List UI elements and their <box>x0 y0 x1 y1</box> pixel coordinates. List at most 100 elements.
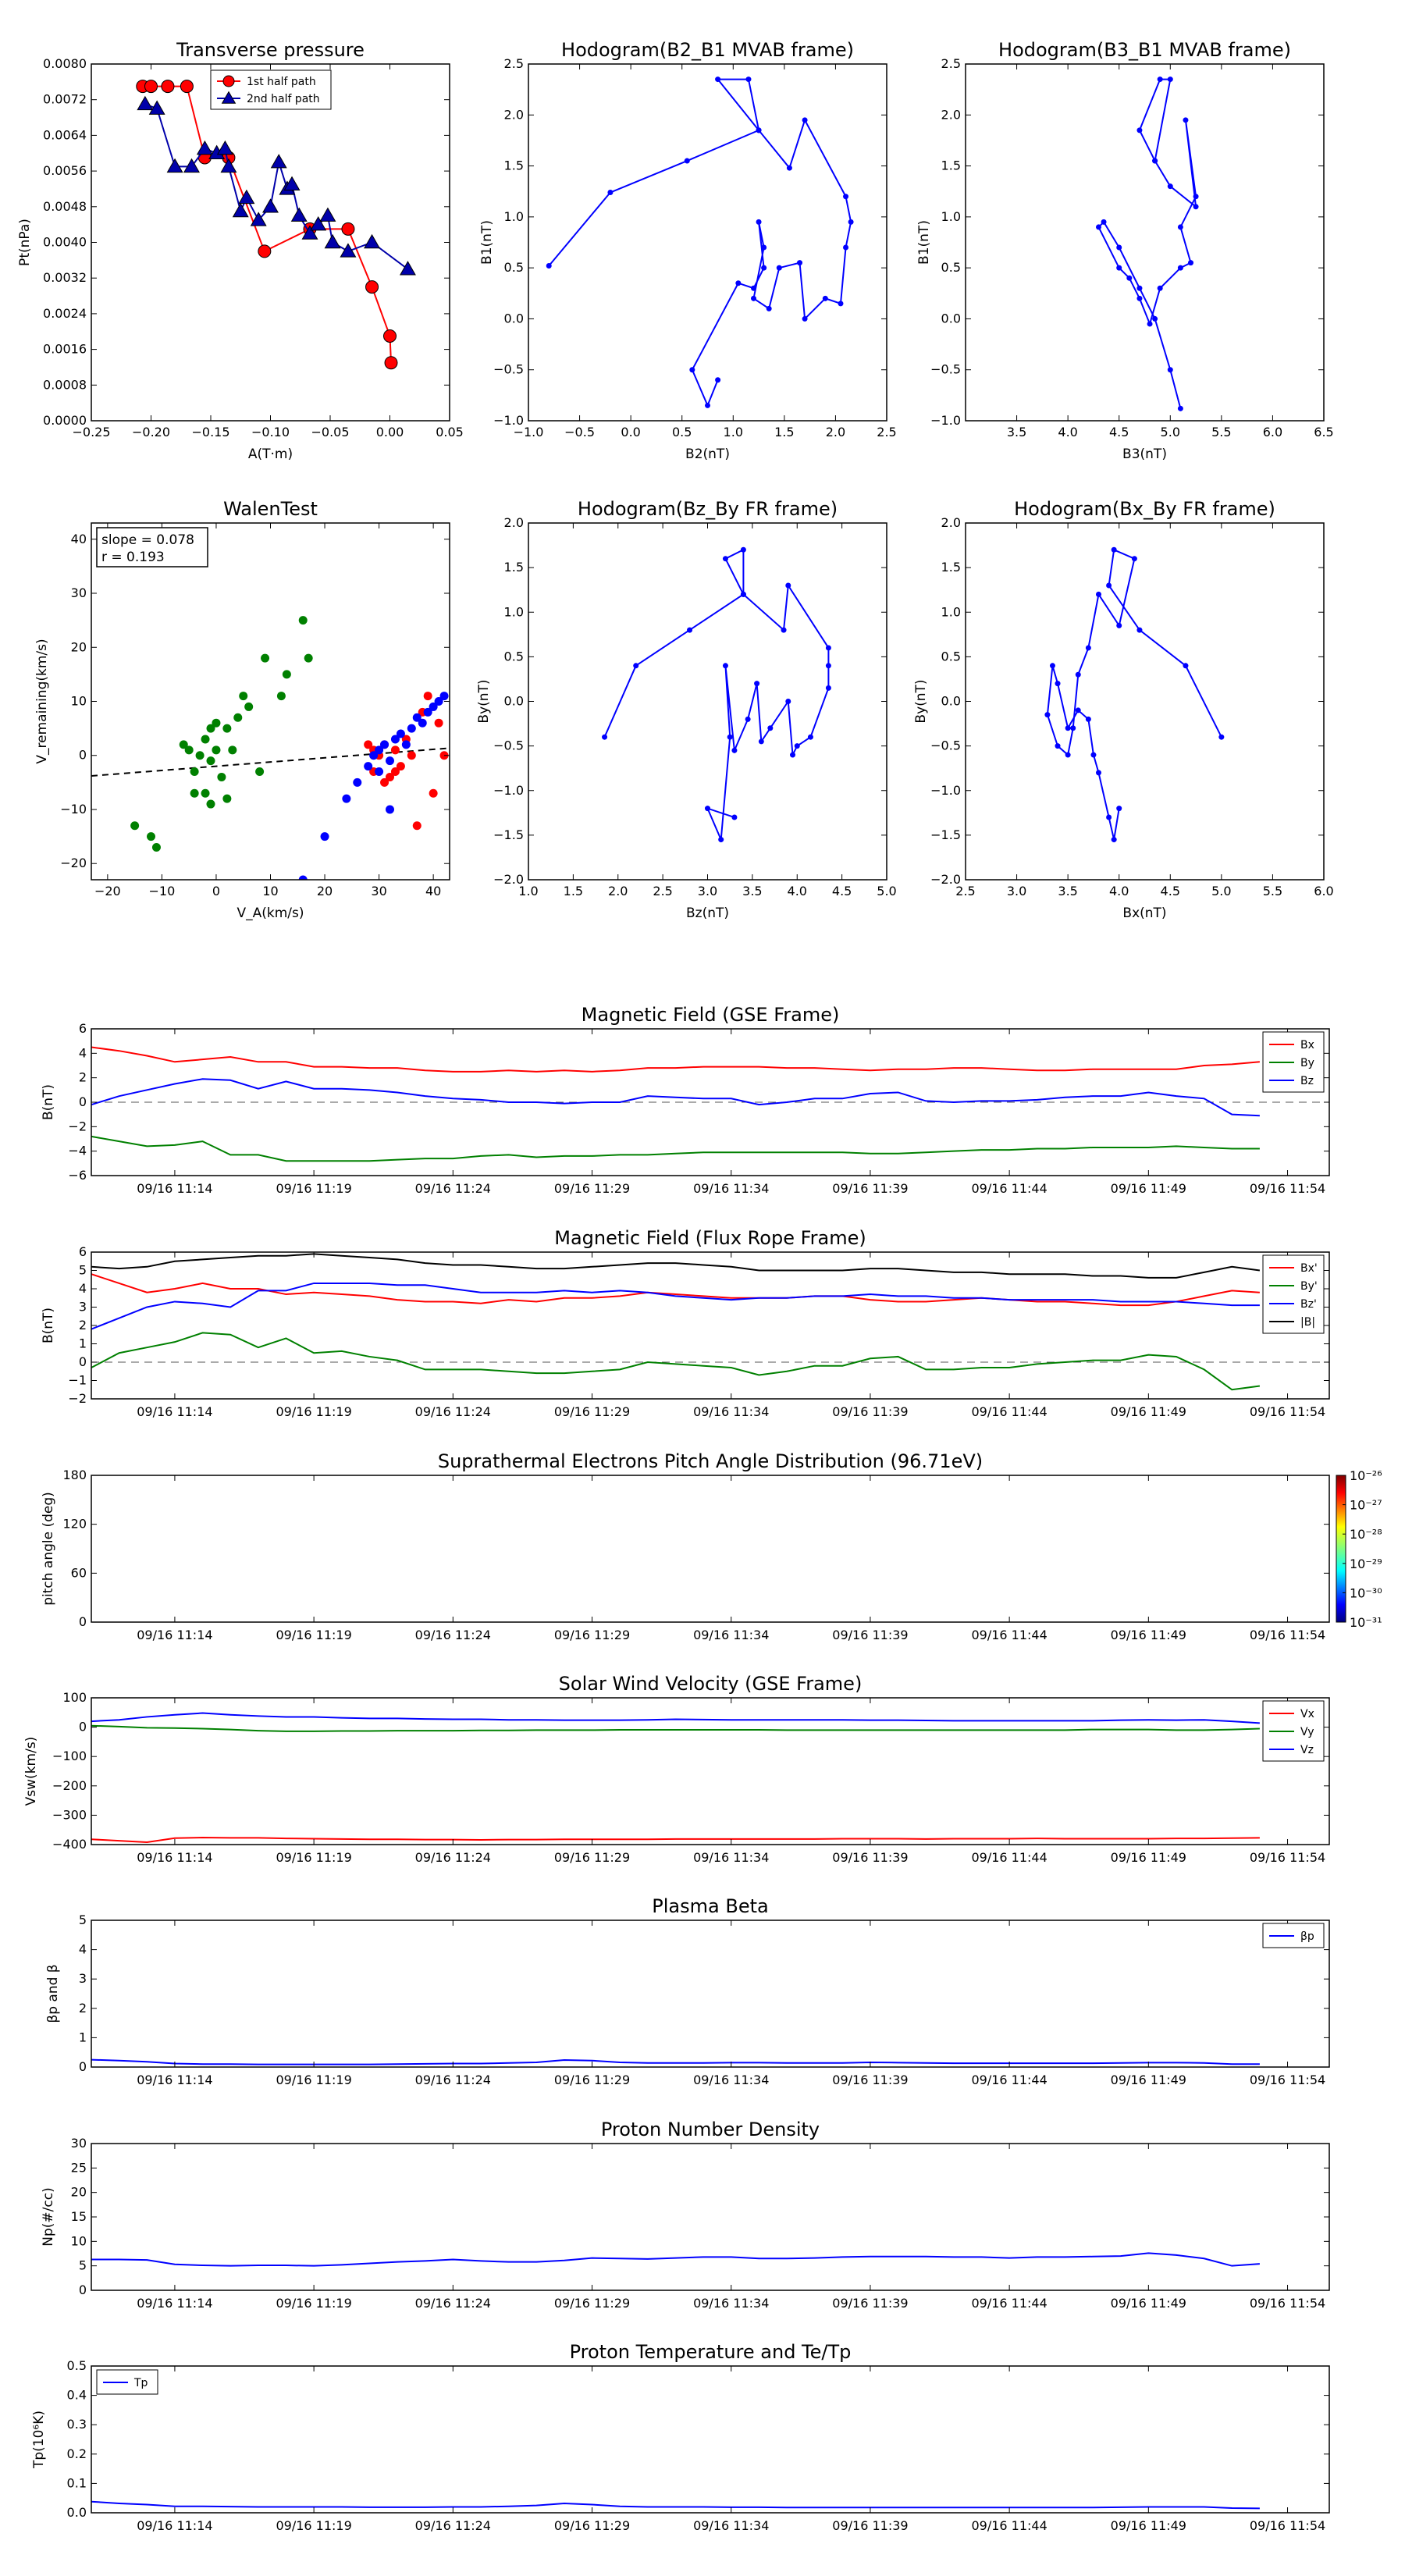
hodogram-b3-b1-chart-ytick-label: 1.0 <box>941 209 961 224</box>
hodogram-bz-by-chart-ytick-label: 0.0 <box>504 694 524 709</box>
hodogram-b3-b1-chart-point <box>1126 275 1133 281</box>
vsw-panel-xtick-label: 09/16 11:54 <box>1250 1850 1325 1865</box>
pad-colorbar-label: 10⁻²⁹ <box>1350 1557 1382 1571</box>
mag-gse-panel-ytick-label: 2 <box>79 1070 87 1085</box>
hodogram-bz-by-chart-point <box>687 627 693 633</box>
hodogram-b2-b1-chart-point <box>786 165 792 171</box>
hodogram-b3-b1-chart-point <box>1177 224 1183 230</box>
np-panel-plot-area <box>91 2252 1260 2267</box>
mag-fr-panel-xtick-label: 09/16 11:14 <box>137 1404 212 1419</box>
mag-fr-panel-ytick-label: 0 <box>79 1354 87 1369</box>
walen-test-chart-point <box>353 777 362 787</box>
pad-colorbar-label: 10⁻³⁰ <box>1350 1585 1382 1600</box>
beta-panel-plot-area <box>91 2058 1260 2065</box>
walen-r-text: r = 0.193 <box>101 550 165 565</box>
mag-fr-panel-ytick-label: 4 <box>79 1281 87 1296</box>
vsw-panel: Solar Wind Velocity (GSE Frame) Vsw(km/s)… <box>23 1673 1330 1865</box>
pad-panel-ylabel: pitch angle (deg) <box>41 1492 56 1606</box>
hodogram-bz-by-chart-series-line <box>603 548 830 840</box>
transverse-pressure-chart-ytick-label: 0.0080 <box>43 56 87 71</box>
transverse-pressure-chart-ytick-label: 0.0064 <box>43 127 87 142</box>
vsw-panel-xtick-label: 09/16 11:24 <box>415 1850 491 1865</box>
walen-test-chart-point <box>244 702 254 711</box>
walen-test-chart-point <box>390 767 400 777</box>
hodogram-bx-by-chart-xtick-label: 3.0 <box>1007 884 1026 898</box>
walen-test-chart-point <box>423 692 432 701</box>
hodogram-b2-b1-chart-plot-area <box>546 76 854 408</box>
hodogram-bx-by-chart-point <box>1095 770 1101 776</box>
hodogram-bx-by-chart-point <box>1116 806 1122 812</box>
vsw-panel-title: Solar Wind Velocity (GSE Frame) <box>559 1673 863 1695</box>
transverse-pressure-chart-point <box>340 243 357 258</box>
transverse-pressure-chart-ytick-label: 0.0008 <box>43 377 87 392</box>
transverse-pressure-chart-ytick-label: 0.0024 <box>43 306 87 321</box>
mag-gse-panel-xtick-label: 09/16 11:54 <box>1250 1181 1325 1196</box>
pad-colorbar <box>1336 1475 1346 1623</box>
hodogram-b3-b1-chart-series-line <box>1097 78 1197 409</box>
tp-panel-ytick-label: 0.5 <box>67 2358 87 2373</box>
hodogram-b2-b1-chart-point <box>848 219 854 225</box>
hodogram-b2-b1-chart-point <box>802 117 808 123</box>
mag-gse-panel-xtick-label: 09/16 11:14 <box>137 1181 212 1196</box>
transverse-pressure-chart-ytick-label: 0.0016 <box>43 342 87 357</box>
transverse-pressure-chart-ylabel: Pt(nPa) <box>17 219 33 266</box>
hodogram-bz-by-chart-point <box>825 663 831 669</box>
hodogram-bx-by-chart-point <box>1106 582 1112 589</box>
beta-panel-ytick-label: 5 <box>79 1912 87 1927</box>
transverse-pressure-chart-point <box>290 207 308 222</box>
hodogram-bz-by-chart-ytick-label: 1.5 <box>504 560 524 575</box>
pad-panel-xtick-label: 09/16 11:49 <box>1111 1628 1186 1642</box>
hodogram-b3-b1-chart-point <box>1157 76 1163 83</box>
mag-fr-panel-xtick-label: 09/16 11:19 <box>276 1404 351 1419</box>
hodogram-bx-by-chart-xtick-label: 2.5 <box>955 884 975 898</box>
hodogram-bx-by-chart-point <box>1070 725 1076 731</box>
hodogram-b3-b1-chart-point <box>1193 194 1199 200</box>
pad-panel-ytick-label: 60 <box>71 1565 87 1580</box>
mag-gse-panel-xtick-label: 09/16 11:34 <box>693 1181 769 1196</box>
hodogram-bx-by-chart-ylabel: By(nT) <box>913 679 929 723</box>
transverse-pressure-chart-xtick-label: −0.15 <box>191 425 229 439</box>
hodogram-bz-by-chart-xtick-label: 4.5 <box>832 884 852 898</box>
walen-test-chart-xtick-label: 30 <box>371 884 386 898</box>
hodogram-b2-b1-chart-point <box>751 285 757 291</box>
pad-panel-ytick-label: 180 <box>62 1468 87 1482</box>
hodogram-bx-by-chart-ytick-label: 1.0 <box>941 604 961 619</box>
hodogram-bx-by-chart-point <box>1131 556 1137 562</box>
hodogram-b3-b1-chart-point <box>1116 244 1122 251</box>
walen-test-chart-point <box>407 724 416 733</box>
hodogram-bx-by-chart-point <box>1106 814 1112 820</box>
mag-fr-panel-frame <box>91 1251 1330 1400</box>
walen-test-chart-ytick-label: 40 <box>71 532 87 546</box>
vsw-panel-ytick-label: −100 <box>52 1749 87 1763</box>
hodogram-b2-b1-chart-point <box>756 127 762 133</box>
tp-panel: Proton Temperature and Te/Tp Tp(10⁶K) 09/1… <box>31 2341 1330 2533</box>
hodogram-b3-b1-chart-frame <box>965 63 1325 422</box>
walen-test-chart-ytick-label: −10 <box>60 802 87 817</box>
walen-test-chart-point <box>375 767 384 777</box>
mag-gse-panel-xtick-label: 09/16 11:29 <box>554 1181 630 1196</box>
mag-fr-panel-xtick-label: 09/16 11:44 <box>971 1404 1047 1419</box>
vsw-panel-xtick-label: 09/16 11:19 <box>276 1850 351 1865</box>
walen-test-chart-point <box>390 745 400 755</box>
transverse-pressure-chart-plot-area <box>136 80 416 370</box>
hodogram-bx-by-chart-point <box>1044 712 1051 718</box>
mag-fr-panel-ytick-label: −2 <box>68 1391 87 1406</box>
hodogram-b2-b1-chart-ytick-label: 1.0 <box>504 209 524 224</box>
mag-fr-panel-series-|B| <box>91 1253 1261 1279</box>
beta-panel-ytick-label: 3 <box>79 1971 87 1986</box>
vsw-panel-xtick-label: 09/16 11:44 <box>971 1850 1047 1865</box>
hodogram-b3-b1-chart-point <box>1147 321 1153 327</box>
hodogram-bx-by-chart-ytick-label: 2.0 <box>941 515 961 530</box>
walen-test-chart-point <box>390 735 400 744</box>
hodogram-bx-by-chart-point <box>1065 752 1071 758</box>
hodogram-bx-by-chart-point <box>1085 645 1091 651</box>
hodogram-b3-b1-chart-xtick-label: 4.5 <box>1109 425 1129 439</box>
transverse-pressure-chart-point <box>144 80 158 94</box>
beta-panel-xtick-label: 09/16 11:49 <box>1111 2073 1186 2087</box>
hodogram-b3-b1-chart-ytick-label: −0.5 <box>930 362 961 377</box>
pad-panel-xtick-label: 09/16 11:54 <box>1250 1628 1325 1642</box>
tp-panel-xtick-label: 09/16 11:24 <box>415 2518 491 2533</box>
walen-test-chart-point <box>147 832 155 841</box>
tp-panel-frame <box>91 2365 1330 2514</box>
beta-panel-xtick-label: 09/16 11:54 <box>1250 2073 1325 2087</box>
